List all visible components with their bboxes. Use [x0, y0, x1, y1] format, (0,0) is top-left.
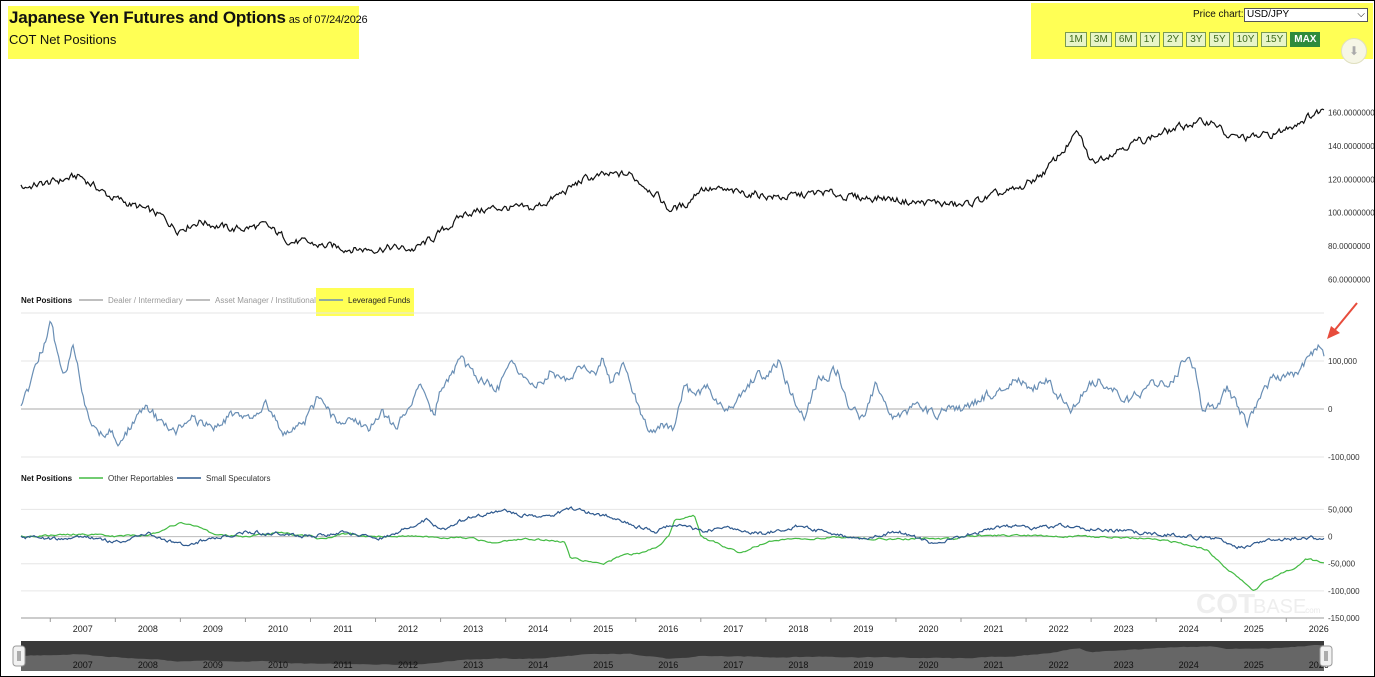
range-button-max[interactable]: MAX [1290, 32, 1321, 47]
legend-title-2: Net Positions [21, 474, 73, 483]
x-axis-year: 2024 [1179, 624, 1199, 634]
price-chart-select[interactable]: USD/JPY ⌵ [1244, 8, 1368, 22]
navigator-year: 2017 [723, 660, 743, 670]
lev-y-tick: -100,000 [1328, 453, 1360, 462]
legend-item: Dealer / Intermediary [108, 296, 183, 305]
x-axis-year: 2009 [203, 624, 223, 634]
navigator-year: 2012 [398, 660, 418, 670]
x-axis-year: 2015 [593, 624, 613, 634]
x-axis-year: 2019 [853, 624, 873, 634]
navigator-year: 2014 [528, 660, 548, 670]
watermark-com: .com [1303, 606, 1321, 615]
navigator-year: 2022 [1049, 660, 1069, 670]
x-axis-year: 2007 [73, 624, 93, 634]
title-highlight [8, 6, 359, 59]
price-y-tick: 140.0000000 [1328, 142, 1374, 151]
x-axis-year: 2012 [398, 624, 418, 634]
range-button-5y[interactable]: 5Y [1209, 32, 1230, 47]
legend-item: Leveraged Funds [348, 296, 410, 305]
range-button-10y[interactable]: 10Y [1232, 32, 1259, 47]
range-button-6m[interactable]: 6M [1114, 32, 1137, 47]
range-button-1m[interactable]: 1M [1065, 32, 1087, 47]
navigator-year: 2009 [203, 660, 223, 670]
watermark-base: BASE [1253, 596, 1306, 618]
x-axis-year: 2023 [1114, 624, 1134, 634]
x-axis-year: 2014 [528, 624, 548, 634]
price-chart-selected: USD/JPY [1247, 9, 1290, 20]
navigator-series [21, 645, 1324, 671]
price-y-tick: 100.0000000 [1328, 209, 1374, 218]
navigator-year: 2015 [593, 660, 613, 670]
navigator-year: 2019 [853, 660, 873, 670]
as-of-date: as of 07/24/2026 [288, 14, 368, 26]
range-button-3y[interactable]: 3Y [1186, 32, 1207, 47]
price-line [20, 108, 1325, 254]
range-button-15y[interactable]: 15Y [1261, 32, 1288, 47]
navigator-year: 2025 [1244, 660, 1264, 670]
navigator-year: 2018 [788, 660, 808, 670]
navigator-year: 2007 [73, 660, 93, 670]
navigator-year: 2026 [1309, 660, 1329, 670]
watermark-cot: COT [1196, 588, 1255, 619]
small-speculators-line [20, 506, 1325, 550]
x-axis-year: 2013 [463, 624, 483, 634]
legend-item-small: Small Speculators [206, 474, 270, 483]
navigator-year: 2011 [333, 660, 352, 670]
price-y-tick: 60.0000000 [1328, 275, 1371, 284]
x-axis-year: 2020 [918, 624, 938, 634]
chevron-down-icon: ⌵ [1357, 9, 1365, 20]
lev-y-tick: 100,000 [1328, 357, 1357, 366]
price-chart-label: Price chart: [1193, 9, 1244, 20]
legend-highlight [316, 288, 414, 316]
x-axis-year: 2008 [138, 624, 158, 634]
range-button-3m[interactable]: 3M [1089, 32, 1112, 47]
download-button[interactable]: ⬇ [1341, 38, 1367, 64]
lev-y-tick: 0 [1328, 405, 1333, 414]
price-y-tick: 120.0000000 [1328, 175, 1374, 184]
title-text: Japanese Yen Futures and Options [9, 8, 286, 27]
annotation-arrow-head [1327, 326, 1340, 339]
x-axis-year: 2018 [788, 624, 808, 634]
navigator-year: 2024 [1179, 660, 1199, 670]
x-axis-year: 2017 [723, 624, 743, 634]
range-button-2y[interactable]: 2Y [1162, 32, 1184, 47]
x-axis-year: 2022 [1049, 624, 1069, 634]
price-y-tick: 160.0000000 [1328, 109, 1374, 118]
spec-y-tick: -100,000 [1328, 587, 1360, 596]
annotation-arrow [1333, 302, 1358, 332]
navigator-year: 2023 [1114, 660, 1134, 670]
navigator-year: 2020 [918, 660, 938, 670]
x-axis-year: 2026 [1309, 624, 1329, 634]
navigator-year: 2008 [138, 660, 158, 670]
spec-y-tick: 50,000 [1328, 505, 1353, 514]
page-title: Japanese Yen Futures and Options as of 07… [9, 8, 368, 28]
navigator-handle-right[interactable] [1319, 645, 1333, 667]
price-y-tick: 80.0000000 [1328, 242, 1371, 251]
page-subtitle: COT Net Positions [9, 32, 117, 47]
download-icon: ⬇ [1348, 44, 1360, 58]
leveraged-funds-line [20, 320, 1325, 447]
navigator-year: 2021 [984, 660, 1004, 670]
navigator-handle-left[interactable] [12, 645, 26, 667]
range-buttons: 1M 3M 6M 1Y 2Y 3Y 5Y 10Y 15Y MAX [1065, 32, 1321, 47]
spec-y-tick: -50,000 [1328, 560, 1356, 569]
range-button-1y[interactable]: 1Y [1139, 32, 1160, 47]
navigator-year: 2010 [268, 660, 288, 670]
x-axis-year: 2016 [658, 624, 678, 634]
x-axis-year: 2010 [268, 624, 288, 634]
x-axis-year: 2025 [1244, 624, 1264, 634]
legend-title: Net Positions [21, 296, 73, 305]
spec-y-tick: -150,000 [1328, 614, 1360, 623]
spec-y-tick: 0 [1328, 533, 1333, 542]
navigator-year: 2016 [658, 660, 678, 670]
navigator-year: 2013 [463, 660, 483, 670]
x-axis-year: 2021 [984, 624, 1004, 634]
legend-item: Asset Manager / Institutional [215, 296, 316, 305]
legend-item-other: Other Reportables [108, 474, 173, 483]
x-axis-year: 2011 [333, 624, 352, 634]
